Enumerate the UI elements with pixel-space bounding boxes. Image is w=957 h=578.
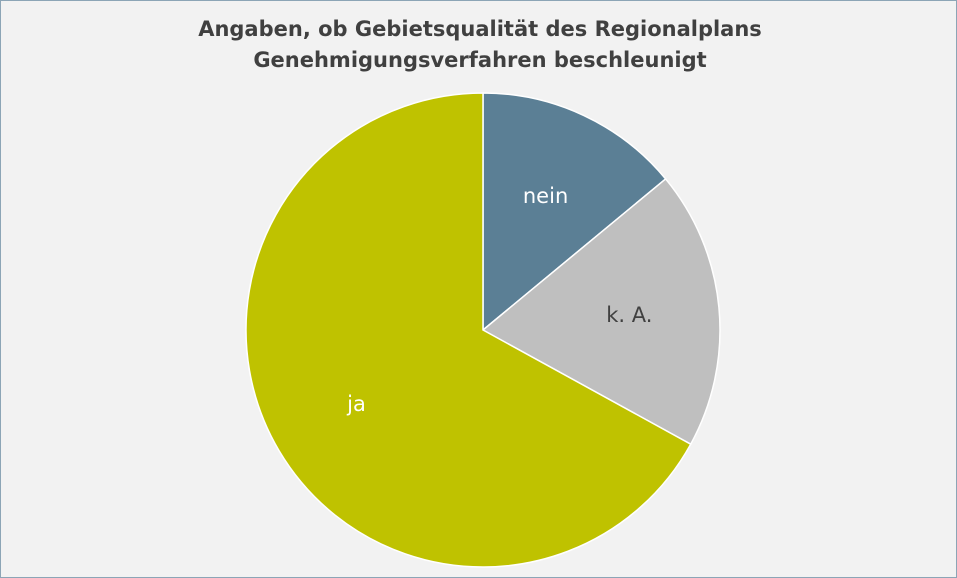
pie-slice: [245, 92, 692, 568]
chart-title: Angaben, ob Gebietsqualität des Regional…: [198, 17, 762, 72]
slice-label: k. A.: [606, 303, 652, 327]
slice-label: nein: [523, 184, 568, 208]
slice-label: ja: [346, 392, 366, 416]
pie-slice: [482, 92, 667, 332]
pie-slice: [481, 177, 721, 446]
